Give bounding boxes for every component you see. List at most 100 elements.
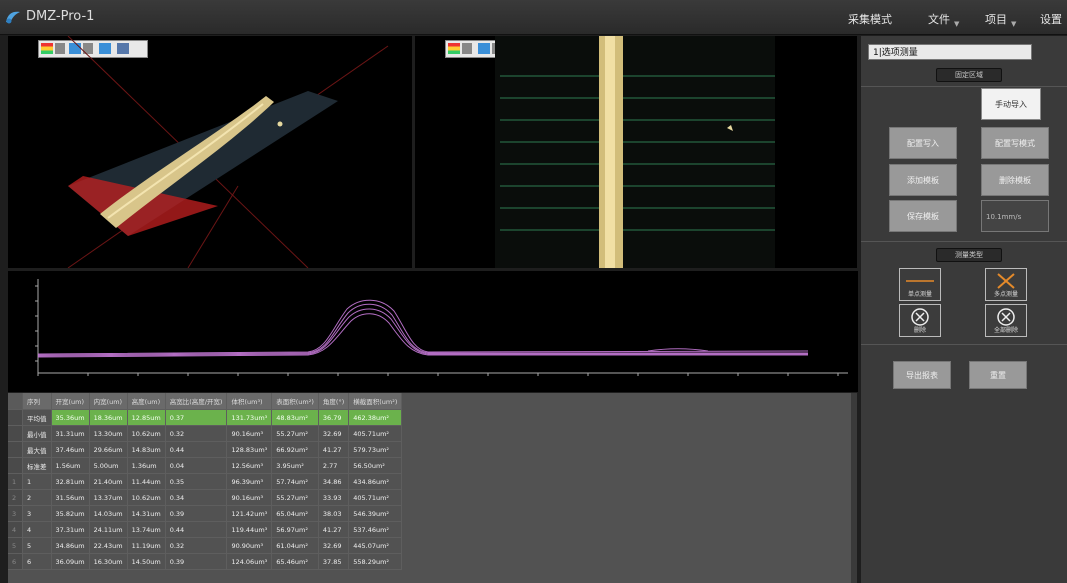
table-cell: 57.74um² xyxy=(271,473,319,490)
table-cell: 48.83um² xyxy=(271,409,319,426)
column-header[interactable]: 内宽(um) xyxy=(89,393,128,410)
table-cell: 128.83um³ xyxy=(226,441,273,458)
fit-icon[interactable] xyxy=(117,43,129,54)
table-cell: 31.56um xyxy=(51,489,90,506)
table-row[interactable]: 最小值 31.31um 13.30um 10.62um 0.32 90.16um³ 55.2… xyxy=(8,425,403,442)
speed-field[interactable]: 10.1mm/s xyxy=(981,200,1049,232)
table-cell: 0.32 xyxy=(165,537,228,554)
app-title: DMZ-Pro-1 xyxy=(26,9,95,24)
config-write-mode-button[interactable]: 配置写模式 xyxy=(981,127,1049,159)
table-cell: 14.50um xyxy=(127,553,166,570)
color-scale-icon[interactable] xyxy=(41,43,53,54)
column-header[interactable]: 开宽(um) xyxy=(51,393,90,410)
config-write-button[interactable]: 配置写入 xyxy=(889,127,957,159)
table-row[interactable]: 2 2 31.56um 13.37um 10.62um 0.34 90.16um³ 55.27… xyxy=(8,489,403,506)
delete-circle-icon xyxy=(911,308,929,326)
delete-template-button[interactable]: 删除模板 xyxy=(981,164,1049,196)
table-cell: 14.83um xyxy=(127,441,166,458)
manual-import-button[interactable]: 手动导入 xyxy=(981,88,1041,120)
3d-view[interactable] xyxy=(8,36,412,268)
color-scale-icon[interactable] xyxy=(448,43,460,54)
table-cell: 14.31um xyxy=(127,505,166,522)
single-point-measure-button[interactable]: 单点测量 xyxy=(899,268,941,301)
table-cell: 41.27 xyxy=(318,521,350,538)
results-table[interactable]: 序列 开宽(um) 内宽(um) 高度(um) 高宽比(高度/开宽) 体积(um… xyxy=(8,393,856,583)
table-row[interactable]: 1 1 32.81um 21.40um 11.44um 0.35 96.39um³ 57.74… xyxy=(8,473,403,490)
cube-view-icon[interactable] xyxy=(69,43,81,54)
column-header[interactable]: 体积(um³) xyxy=(226,393,273,410)
table-cell: 13.37um xyxy=(89,489,128,506)
row-index xyxy=(8,441,23,458)
table-cell: 37.31um xyxy=(51,521,90,538)
table-cell: 66.92um² xyxy=(271,441,319,458)
column-header[interactable]: 高宽比(高度/开宽) xyxy=(165,393,228,410)
menu-file[interactable]: 文件 ▼ xyxy=(928,13,960,28)
column-header[interactable]: 横截面积(um²) xyxy=(348,393,403,410)
chevron-down-icon: ▼ xyxy=(1011,20,1017,28)
reset-button[interactable]: 重置 xyxy=(969,361,1027,389)
delete-all-button[interactable]: 全部删除 xyxy=(985,304,1027,337)
table-cell: 65.46um² xyxy=(271,553,319,570)
table-cell: 90.90um³ xyxy=(226,537,273,554)
add-template-button[interactable]: 添加模板 xyxy=(889,164,957,196)
column-header[interactable]: 序列 xyxy=(22,393,52,410)
menu-settings[interactable]: 设置 xyxy=(1040,13,1062,26)
row-label: 4 xyxy=(22,521,52,538)
table-row[interactable]: 5 5 34.86um 22.43um 11.19um 0.32 90.90um³ 61.04… xyxy=(8,537,403,554)
table-cell: 34.86um xyxy=(51,537,90,554)
table-cell: 41.27 xyxy=(318,441,350,458)
table-row[interactable]: 最大值 37.46um 29.66um 14.83um 0.44 128.83um³ 66.… xyxy=(8,441,403,458)
table-cell: 32.69 xyxy=(318,425,350,442)
save-template-button[interactable]: 保存模板 xyxy=(889,200,957,232)
table-cell: 0.44 xyxy=(165,521,228,538)
row-index xyxy=(8,425,23,442)
section-label-measure-type: 测量类型 xyxy=(936,248,1002,262)
table-cell: 0.04 xyxy=(165,457,228,474)
toolbar-label xyxy=(55,43,65,54)
column-header[interactable]: 高度(um) xyxy=(127,393,166,410)
table-cell: 0.37 xyxy=(165,409,228,426)
table-row[interactable]: 3 3 35.82um 14.03um 14.31um 0.39 121.42um³ 65.0… xyxy=(8,505,403,522)
multi-point-measure-button[interactable]: 多点测量 xyxy=(985,268,1027,301)
mode-select[interactable]: 1|选项测量 xyxy=(868,44,1032,60)
delete-button[interactable]: 删除 xyxy=(899,304,941,337)
column-header[interactable]: 表面积(um²) xyxy=(271,393,319,410)
3d-surface-render xyxy=(67,36,389,268)
table-row-average[interactable]: 平均值 35.36um 18.36um 12.85um 0.37 131.73u… xyxy=(8,409,403,426)
table-cell: 0.34 xyxy=(165,489,228,506)
table-cell: 11.44um xyxy=(127,473,166,490)
table-scrollbar[interactable] xyxy=(851,393,857,583)
table-cell: 462.38um² xyxy=(348,409,403,426)
row-label: 3 xyxy=(22,505,52,522)
table-cell: 18.36um xyxy=(89,409,128,426)
table-cell: 24.11um xyxy=(89,521,128,538)
chevron-down-icon: ▼ xyxy=(954,20,960,28)
table-cell: 445.07um² xyxy=(348,537,403,554)
row-label: 1 xyxy=(22,473,52,490)
table-cell: 10.62um xyxy=(127,425,166,442)
menu-project[interactable]: 项目 ▼ xyxy=(985,13,1017,28)
table-row[interactable]: 4 4 37.31um 24.11um 13.74um 0.44 119.44um³ 56.9… xyxy=(8,521,403,538)
table-cell: 0.39 xyxy=(165,553,228,570)
zoom-icon[interactable] xyxy=(99,43,111,54)
table-cell: 405.71um² xyxy=(348,489,403,506)
cross-measure-icon xyxy=(997,273,1015,289)
menu-acquisition-mode[interactable]: 采集模式 xyxy=(848,13,892,26)
table-cell: 10.62um xyxy=(127,489,166,506)
table-cell: 56.97um² xyxy=(271,521,319,538)
table-row[interactable]: 6 6 36.09um 16.30um 14.50um 0.39 124.06um³ 65.4… xyxy=(8,553,403,570)
column-header[interactable]: 角度(°) xyxy=(318,393,350,410)
profile-chart[interactable] xyxy=(8,271,858,392)
export-report-button[interactable]: 导出报表 xyxy=(893,361,951,389)
row-index: 6 xyxy=(8,553,23,570)
cube-view-icon[interactable] xyxy=(478,43,490,54)
table-cell: 65.04um² xyxy=(271,505,319,522)
table-cell: 579.73um² xyxy=(348,441,403,458)
row-index: 3 xyxy=(8,505,23,522)
table-cell: 33.93 xyxy=(318,489,350,506)
2d-view[interactable] xyxy=(415,36,857,268)
row-label: 标准差 xyxy=(22,457,52,474)
row-index: 1 xyxy=(8,473,23,490)
table-row[interactable]: 标准差 1.56um 5.00um 1.36um 0.04 12.56um³ 3.95um²… xyxy=(8,457,403,474)
row-label: 6 xyxy=(22,553,52,570)
